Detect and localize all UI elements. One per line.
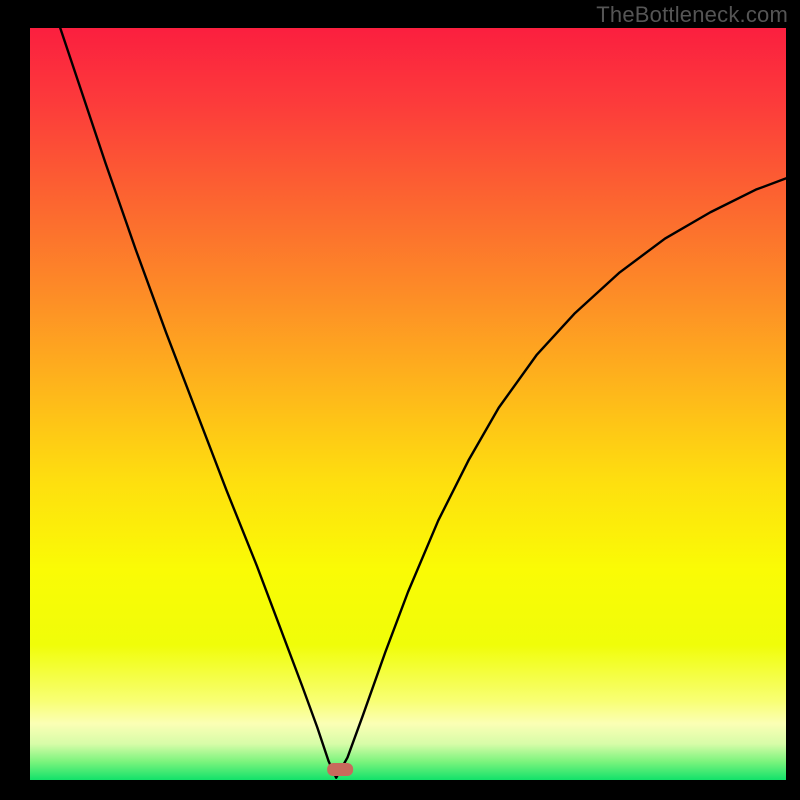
curve-path: [60, 28, 786, 778]
chart-stage: TheBottleneck.com: [0, 0, 800, 800]
plot-area: [30, 28, 786, 780]
watermark-text: TheBottleneck.com: [596, 2, 788, 28]
bottleneck-curve: [30, 28, 786, 780]
minimum-marker: [327, 763, 353, 775]
plot-frame: [0, 0, 800, 800]
